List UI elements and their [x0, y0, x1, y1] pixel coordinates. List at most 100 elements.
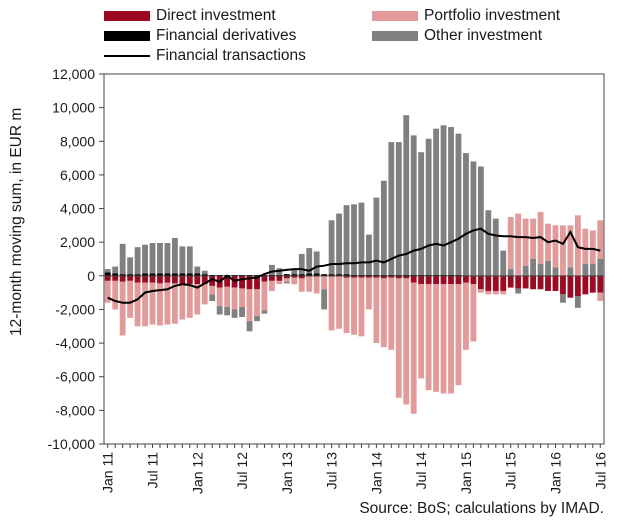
other-investment-bar — [448, 126, 454, 275]
other-investment-bar — [425, 138, 432, 275]
other-investment-bar — [231, 309, 238, 318]
direct-investment-bar — [358, 275, 365, 278]
direct-investment-bar — [149, 275, 156, 283]
legend-direct-label: Direct investment — [156, 7, 276, 24]
direct-investment-bar — [552, 275, 559, 291]
other-investment-bar — [119, 243, 126, 275]
direct-investment-bar — [440, 275, 447, 285]
y-tick-label: 8,000 — [60, 133, 95, 149]
other-investment-bar — [179, 246, 186, 274]
x-tick-label: Jul 11 — [145, 452, 161, 489]
direct-investment-bar — [298, 275, 305, 279]
other-investment-bar — [388, 142, 395, 275]
portfolio-investment-bar — [186, 284, 193, 318]
x-tick-label: Jul 16 — [592, 452, 608, 490]
other-investment-bar — [142, 244, 148, 274]
other-investment-bar — [224, 306, 231, 316]
y-tick-label: 2,000 — [60, 234, 95, 250]
portfolio-investment-bar — [246, 289, 253, 322]
other-investment-bar — [440, 125, 447, 275]
other-investment-bar — [530, 259, 537, 276]
direct-investment-bar — [470, 275, 477, 285]
portfolio-investment-bar — [283, 278, 290, 282]
direct-investment-bar — [582, 275, 589, 295]
portfolio-investment-bar — [455, 284, 462, 386]
portfolio-investment-bar — [373, 277, 380, 344]
legend-derivatives-label: Financial derivatives — [156, 27, 297, 44]
portfolio-investment-bar — [231, 287, 238, 310]
portfolio-investment-bar — [276, 280, 283, 285]
portfolio-investment-bar — [463, 282, 469, 350]
direct-investment-bar — [522, 275, 529, 289]
portfolio-investment-bar — [388, 277, 395, 350]
legend-direct: Direct investment — [104, 7, 276, 25]
other-investment-bar — [134, 247, 141, 275]
direct-investment-bar — [597, 275, 604, 293]
direct-investment-bar — [343, 275, 350, 278]
portfolio-investment-bar — [239, 288, 245, 307]
other-investment-bar — [582, 264, 589, 276]
portfolio-investment-bar — [224, 286, 231, 307]
other-investment-bar — [589, 264, 596, 276]
legend-portfolio: Portfolio investment — [372, 7, 560, 25]
x-tick-label: Jan 12 — [189, 452, 205, 494]
other-investment-bar — [209, 294, 216, 302]
other-investment-bar — [522, 265, 529, 276]
portfolio-investment-bar — [127, 280, 134, 318]
direct-investment-bar — [537, 275, 544, 290]
direct-investment-bar — [589, 275, 596, 293]
direct-investment-bar — [119, 275, 126, 282]
direct-investment-bar — [410, 275, 417, 283]
portfolio-investment-bar — [328, 276, 335, 331]
other-investment-bar — [455, 133, 462, 275]
financial-derivatives-bar — [283, 274, 290, 276]
financial-derivatives-bar — [186, 273, 193, 276]
portfolio-investment-bar — [440, 284, 447, 394]
x-tick-label: Jan 11 — [100, 452, 116, 493]
portfolio-investment-bar — [425, 284, 432, 391]
financial-derivatives-bar — [298, 274, 305, 276]
y-tick-label: -4,000 — [55, 335, 95, 351]
portfolio-investment-bar — [321, 275, 328, 290]
portfolio-investment-bar — [433, 284, 439, 392]
direct-investment-bar — [366, 275, 372, 278]
y-tick-label: 10,000 — [52, 100, 95, 116]
other-investment-bar — [201, 270, 208, 275]
direct-investment-bar — [380, 275, 387, 279]
bars-group — [104, 115, 604, 414]
portfolio-investment-bar — [552, 225, 559, 268]
other-investment-bar — [104, 269, 111, 273]
portfolio-investment-bar — [201, 284, 208, 305]
portfolio-investment-bar — [343, 277, 350, 333]
portfolio-investment-bar — [164, 282, 171, 325]
financial-derivatives-bar — [201, 274, 208, 276]
other-investment-bar — [283, 281, 290, 284]
portfolio-investment-bar — [492, 290, 499, 295]
portfolio-investment-bar — [269, 280, 275, 291]
direct-investment-bar — [254, 275, 260, 290]
other-investment-bar — [545, 260, 551, 276]
direct-investment-bar — [291, 275, 298, 278]
financial-derivatives-bar — [328, 274, 335, 276]
financial-derivatives-bar — [321, 274, 328, 276]
other-investment-bar — [194, 266, 201, 274]
other-investment-bar — [380, 180, 387, 275]
portfolio-investment-bar — [410, 282, 417, 414]
x-tick-label: Jan 16 — [547, 452, 563, 494]
portfolio-investment-bar — [209, 285, 216, 295]
x-tick-label: Jan 13 — [279, 452, 295, 494]
financial-derivatives-bar — [306, 273, 313, 276]
other-investment-bar — [127, 257, 134, 275]
portfolio-investment-bar — [291, 277, 298, 285]
portfolio-investment-bar — [515, 213, 522, 276]
direct-investment-bar — [164, 275, 171, 283]
direct-investment-bar — [477, 275, 484, 290]
y-tick-label: 0 — [87, 268, 95, 284]
direct-investment-bar — [179, 275, 186, 285]
financial-derivatives-bar — [119, 274, 126, 276]
direct-investment-bar — [425, 275, 432, 285]
direct-investment-bar — [373, 275, 380, 278]
portfolio-investment-bar — [582, 228, 589, 265]
portfolio-investment-bar — [500, 290, 507, 295]
